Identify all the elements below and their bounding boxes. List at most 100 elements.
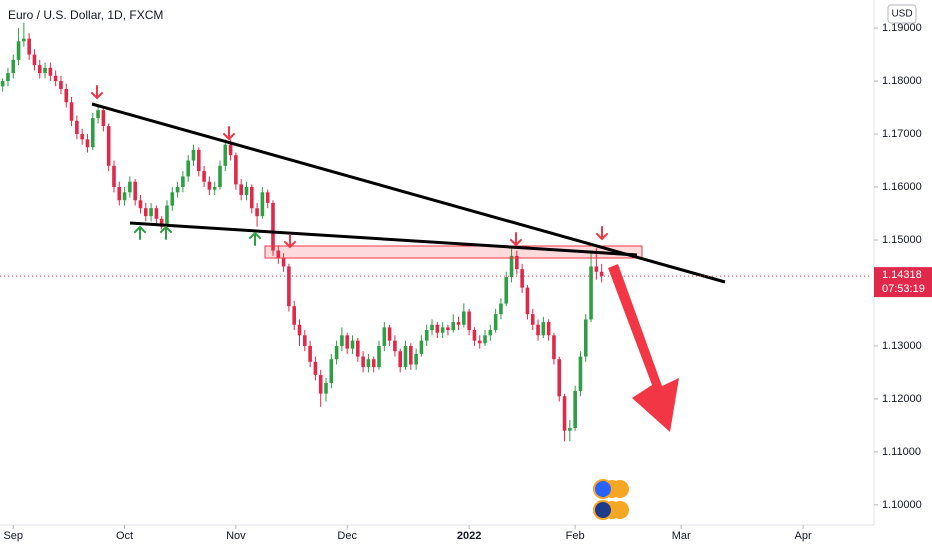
candle-body bbox=[11, 59, 16, 74]
candle-body bbox=[244, 187, 249, 195]
candle-body bbox=[313, 361, 318, 376]
candle-body bbox=[53, 75, 58, 82]
candle-body bbox=[223, 144, 228, 166]
candle-body bbox=[22, 38, 26, 42]
candle-body bbox=[143, 208, 148, 217]
chart-title: Euro / U.S. Dollar, 1D, FXCM bbox=[8, 8, 163, 22]
candle-body bbox=[297, 324, 302, 336]
candle-body bbox=[430, 324, 434, 331]
candle-body bbox=[37, 65, 42, 74]
candle-body bbox=[32, 54, 37, 66]
candle-body bbox=[371, 359, 376, 368]
candle-body bbox=[520, 269, 524, 288]
candle-body bbox=[483, 335, 487, 344]
x-tick-label: Nov bbox=[226, 530, 246, 542]
x-tick-label: Dec bbox=[337, 530, 357, 542]
candle-body bbox=[59, 81, 63, 90]
candle-body bbox=[260, 192, 265, 217]
candle-body bbox=[409, 345, 413, 365]
candle-body bbox=[536, 324, 540, 336]
candle-body bbox=[48, 67, 53, 76]
candle-body bbox=[249, 187, 254, 209]
candle-body bbox=[515, 255, 519, 270]
candle-body bbox=[589, 266, 593, 320]
candle-body bbox=[557, 359, 562, 397]
candle-body bbox=[467, 311, 471, 331]
candle-body bbox=[578, 356, 583, 391]
candle-body bbox=[552, 335, 556, 360]
x-tick-label: Feb bbox=[566, 530, 585, 542]
candle-body bbox=[292, 306, 297, 325]
candle-body bbox=[218, 165, 222, 188]
candle-body bbox=[324, 383, 328, 394]
currency-box[interactable] bbox=[887, 4, 917, 24]
candle-body bbox=[101, 110, 106, 127]
candle-body bbox=[196, 149, 201, 172]
candle-body bbox=[85, 139, 90, 148]
candle-body bbox=[493, 314, 498, 331]
candle-body bbox=[308, 345, 312, 362]
candle-body bbox=[356, 340, 360, 357]
drawings bbox=[91, 85, 726, 520]
last-price-label: 1.14318 bbox=[882, 269, 922, 281]
y-tick-label: 1.10000 bbox=[882, 499, 922, 511]
candle-body bbox=[265, 192, 270, 203]
candle-body bbox=[69, 102, 74, 121]
candle-body bbox=[472, 330, 477, 341]
candle-body bbox=[377, 345, 381, 368]
candle-body bbox=[504, 277, 509, 304]
candle-body bbox=[75, 120, 79, 135]
y-tick-label: 1.19000 bbox=[882, 22, 922, 34]
candle-body bbox=[0, 81, 5, 87]
candle-body bbox=[239, 184, 243, 195]
candle-body bbox=[424, 330, 429, 341]
candle-body bbox=[191, 149, 196, 161]
candle-body bbox=[387, 327, 392, 341]
candle-body bbox=[181, 176, 185, 188]
candle-body bbox=[440, 327, 445, 333]
y-tick-label: 1.18000 bbox=[882, 75, 922, 87]
up-arrows bbox=[134, 225, 261, 246]
candle-body bbox=[122, 192, 127, 201]
candle-body bbox=[462, 311, 466, 325]
candle-body bbox=[530, 314, 535, 325]
candle-body bbox=[96, 110, 100, 119]
candle-body bbox=[456, 322, 461, 325]
candle-body bbox=[382, 327, 387, 346]
candle-body bbox=[435, 324, 440, 333]
candle-body bbox=[175, 187, 180, 193]
currency[interactable]: USD bbox=[891, 9, 912, 20]
candle-body bbox=[573, 390, 577, 429]
candle-body bbox=[128, 181, 132, 193]
candle-body bbox=[477, 340, 482, 344]
candle-body bbox=[488, 330, 493, 336]
down-arrows bbox=[91, 85, 608, 249]
candle-body bbox=[207, 181, 212, 190]
candle-body bbox=[451, 322, 456, 331]
candle-body bbox=[165, 205, 169, 227]
candle-body bbox=[271, 202, 275, 251]
candle-body bbox=[90, 118, 95, 148]
candle-body bbox=[149, 208, 153, 217]
candle-body bbox=[112, 165, 116, 188]
candle-body bbox=[43, 67, 47, 74]
y-tick-label: 1.15000 bbox=[882, 234, 922, 246]
candle-body bbox=[281, 258, 286, 267]
candle-body bbox=[398, 351, 403, 368]
candle-body bbox=[6, 73, 10, 82]
candle-body bbox=[159, 218, 164, 227]
candle-body bbox=[562, 396, 567, 431]
trendline bbox=[129, 221, 638, 257]
candle-body bbox=[154, 208, 159, 219]
last-price-box bbox=[874, 267, 932, 298]
candle-body bbox=[255, 208, 259, 217]
candle-body bbox=[228, 144, 233, 156]
candle-body bbox=[546, 322, 551, 336]
candle-body bbox=[541, 322, 546, 336]
x-tick-label: Oct bbox=[116, 530, 133, 542]
candle-body bbox=[583, 319, 588, 357]
candle-body bbox=[419, 340, 424, 354]
candle-body bbox=[186, 160, 190, 177]
event-icons bbox=[593, 479, 629, 520]
